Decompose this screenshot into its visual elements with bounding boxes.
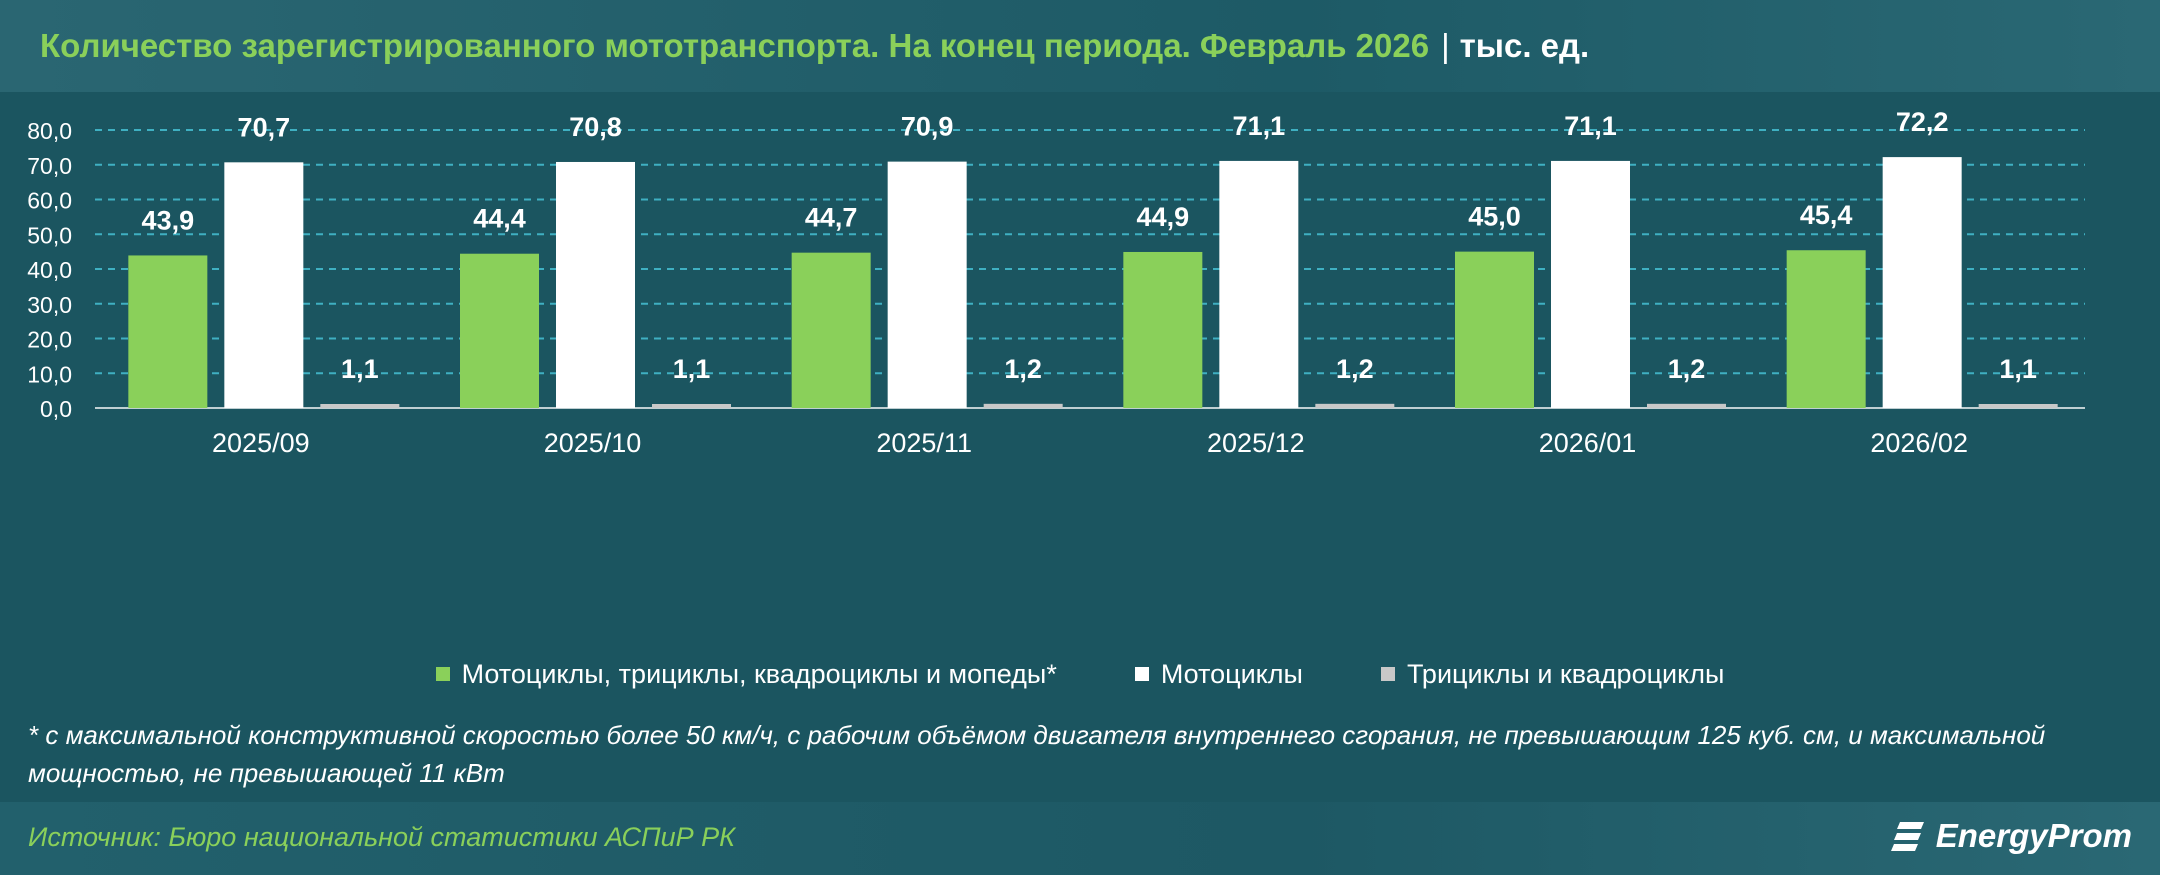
legend-item-series1: Мотоциклы, трициклы, квадроциклы и мопед…: [435, 658, 1057, 690]
title-separator: |: [1441, 27, 1450, 64]
chart-area: 0,0 10,0 20,0 30,0 40,0 50,0 60,0 70,0 80,0 43,9 7…: [0, 92, 2160, 802]
chart-unit: тыс. ед.: [1459, 27, 1590, 64]
data-label: 70,7: [238, 112, 291, 142]
legend-label-series2: Мотоциклы: [1160, 658, 1303, 689]
y-tick-label: 80,0: [27, 118, 72, 144]
y-tick-label: 10,0: [27, 361, 72, 387]
x-tick-label: 2026/02: [1870, 428, 1968, 458]
bar: [652, 404, 731, 408]
bar: [1647, 403, 1726, 408]
legend-label-series1: Мотоциклы, трициклы, квадроциклы и мопед…: [461, 658, 1057, 689]
bar: [1551, 160, 1630, 408]
data-label: 1,2: [1668, 354, 1706, 384]
data-label: 72,2: [1896, 107, 1949, 137]
y-tick-label: 0,0: [40, 396, 72, 422]
bar: [128, 255, 208, 408]
x-tick-label: 2025/09: [212, 428, 310, 458]
data-label: 1,1: [341, 354, 379, 384]
legend-item-series2: Мотоциклы: [1134, 658, 1303, 690]
y-tick-label: 40,0: [27, 257, 72, 283]
x-tick-label: 2025/12: [1207, 428, 1305, 458]
legend-swatch-series3: [1380, 667, 1395, 681]
data-label: 45,0: [1468, 202, 1521, 232]
bar: [1219, 160, 1299, 408]
footer-bar: Источник: Бюро национальной статистики А…: [0, 802, 2160, 875]
data-label: 1,1: [1999, 354, 2037, 384]
bar: [224, 162, 304, 408]
bar: [887, 161, 967, 408]
bar: [460, 253, 539, 408]
data-label: 1,1: [673, 354, 711, 384]
bar: [791, 252, 871, 408]
legend-label-series3: Трициклы и квадроциклы: [1406, 658, 1725, 689]
data-label: 1,2: [1004, 354, 1042, 384]
y-tick-label: 60,0: [27, 188, 72, 214]
legend-swatch-series2: [1134, 667, 1149, 681]
bar: [1978, 404, 2058, 408]
bar: [1315, 403, 1395, 408]
data-label: 44,4: [473, 204, 526, 234]
footnote: * с максимальной конструктивной скорость…: [28, 720, 2046, 788]
bar: [320, 404, 400, 408]
y-tick-label: 20,0: [27, 327, 72, 353]
data-label: 71,1: [1564, 111, 1617, 141]
bar: [1123, 251, 1203, 408]
data-label: 43,9: [142, 205, 195, 235]
legend-swatch-series1: [435, 667, 450, 681]
data-label: 1,2: [1336, 354, 1374, 384]
data-label: 45,4: [1800, 200, 1853, 230]
energyprom-logo-icon: [1890, 822, 1924, 851]
chart-title-text: Количество зарегистрированного мототранс…: [40, 27, 1430, 64]
y-tick-label: 70,0: [27, 153, 72, 179]
legend-item-series3: Трициклы и квадроциклы: [1380, 658, 1725, 690]
y-tick-label: 50,0: [27, 222, 72, 248]
data-label: 71,1: [1233, 111, 1286, 141]
x-tick-label: 2025/11: [876, 428, 972, 458]
energyprom-logo: EnergyProm: [1890, 816, 2132, 856]
logo-text: EnergyProm: [1935, 817, 2132, 854]
bar: [1786, 250, 1866, 408]
data-label: 70,9: [901, 112, 954, 142]
legend: Мотоциклы, трициклы, квадроциклы и мопед…: [0, 654, 2160, 694]
bar: [556, 161, 635, 408]
x-tick-label: 2026/01: [1539, 428, 1637, 458]
bar: [1455, 251, 1534, 408]
x-tick-label: 2025/10: [544, 428, 642, 458]
bar-chart: 0,0 10,0 20,0 30,0 40,0 50,0 60,0 70,0 80,0 43,9 7…: [27, 107, 2085, 458]
header-bar: Количество зарегистрированного мототранс…: [0, 0, 2160, 92]
bar: [1882, 157, 1962, 408]
bar: [983, 403, 1063, 408]
source-text: Источник: Бюро национальной статистики А…: [28, 822, 736, 852]
chart-title: Количество зарегистрированного мототранс…: [40, 27, 1589, 65]
y-tick-label: 30,0: [27, 292, 72, 318]
data-label: 44,7: [805, 203, 858, 233]
data-label: 44,9: [1137, 202, 1190, 232]
data-label: 70,8: [569, 112, 622, 142]
